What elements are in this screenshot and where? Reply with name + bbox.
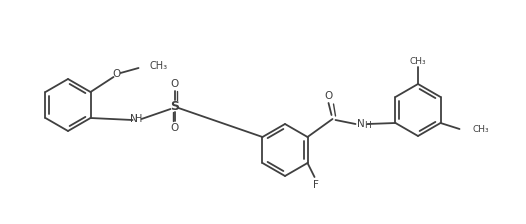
Text: O: O bbox=[113, 69, 120, 79]
Text: N: N bbox=[129, 114, 137, 124]
Text: O: O bbox=[170, 123, 179, 133]
Text: S: S bbox=[170, 99, 179, 112]
Text: N: N bbox=[357, 119, 365, 129]
Text: H: H bbox=[135, 114, 142, 124]
Text: CH₃: CH₃ bbox=[149, 61, 168, 71]
Text: F: F bbox=[312, 180, 318, 190]
Text: CH₃: CH₃ bbox=[472, 125, 489, 134]
Text: CH₃: CH₃ bbox=[410, 56, 426, 65]
Text: O: O bbox=[325, 91, 332, 101]
Text: H: H bbox=[364, 121, 371, 129]
Text: O: O bbox=[170, 79, 179, 89]
